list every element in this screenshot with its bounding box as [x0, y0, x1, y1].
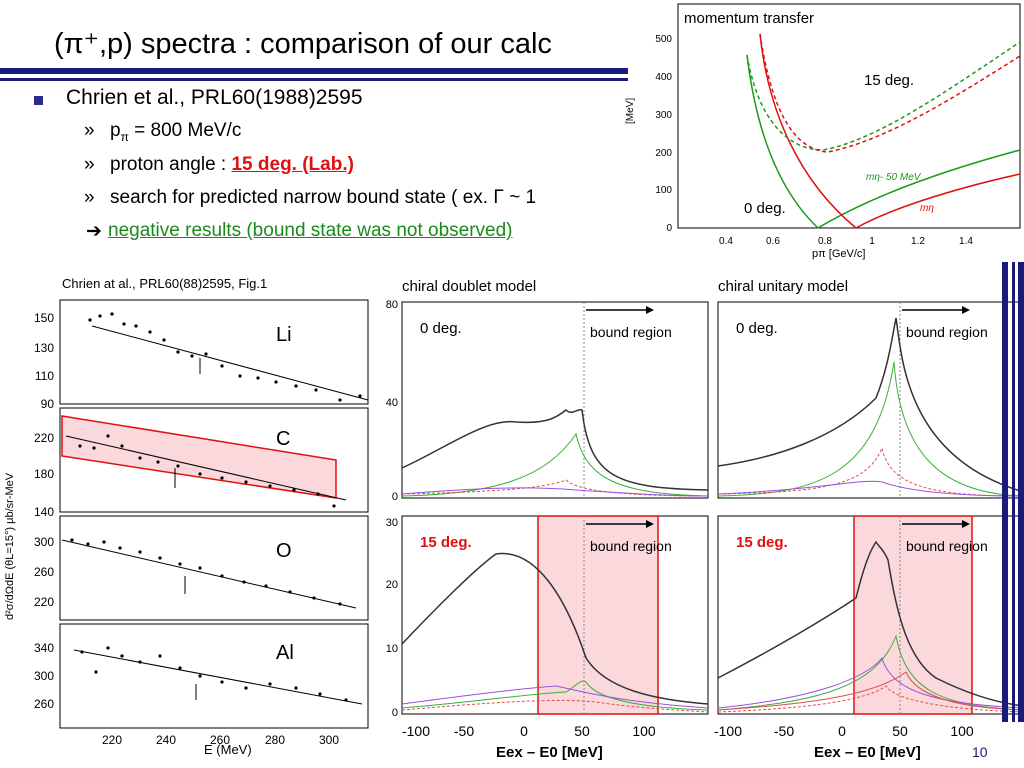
svg-text:40: 40: [386, 397, 398, 409]
exp-xlabel: E (MeV): [204, 742, 252, 757]
panel-label-o: O: [276, 540, 292, 562]
chevron-icon: »: [84, 154, 95, 175]
title-rule: [0, 68, 640, 74]
svg-text:50: 50: [574, 723, 590, 739]
label-0deg-doublet: 0 deg.: [420, 320, 462, 337]
svg-text:130: 130: [34, 341, 54, 355]
svg-text:0.4: 0.4: [719, 236, 733, 247]
svg-text:0: 0: [838, 723, 846, 739]
svg-text:300: 300: [319, 733, 339, 747]
xlabel-unitary: Eex – E0 [MeV]: [814, 744, 921, 761]
title-rule-thin: [0, 78, 640, 81]
svg-text:220: 220: [34, 431, 54, 445]
page-number: 10: [972, 744, 988, 760]
chevron-icon: »: [84, 120, 95, 141]
bullet-sub-search: search for predicted narrow bound state …: [110, 187, 537, 208]
slide-title: (π⁺,p) spectra : comparison of our calc: [54, 28, 552, 60]
inset-title: momentum transfer: [684, 10, 815, 27]
svg-text:10: 10: [386, 643, 398, 655]
svg-text:90: 90: [41, 397, 55, 411]
svg-text:220: 220: [102, 733, 122, 747]
xlabel-doublet: Eex – E0 [MeV]: [496, 744, 603, 761]
negative-results-link[interactable]: negative results (bound state was not ob…: [108, 220, 513, 241]
momentum-transfer-chart: 500 400 300 200 100 0 0.4 0.6 0.8 1 1.2 …: [655, 3, 1021, 247]
svg-text:100: 100: [632, 723, 656, 739]
svg-text:0: 0: [520, 723, 528, 739]
svg-text:150: 150: [34, 311, 54, 325]
svg-text:200: 200: [655, 148, 672, 159]
header-chiral-doublet: chiral doublet model: [402, 278, 537, 295]
experimental-spectra-chart: 150 130 110 90 220 180 140 300 260 220 3…: [34, 299, 369, 747]
svg-text:80: 80: [386, 299, 398, 311]
svg-text:340: 340: [34, 641, 54, 655]
svg-text:-100: -100: [402, 723, 430, 739]
header-chiral-unitary: chiral unitary model: [718, 278, 849, 295]
label-15deg-doublet: 15 deg.: [420, 534, 472, 551]
figure-caption: Chrien at al., PRL60(88)2595, Fig.1: [62, 276, 268, 291]
inset-xlabel: pπ [GeV/c]: [812, 248, 866, 260]
svg-text:30: 30: [386, 517, 398, 529]
svg-text:0: 0: [392, 707, 398, 719]
svg-text:280: 280: [265, 733, 285, 747]
bullet-icon: [34, 96, 43, 105]
svg-text:-50: -50: [454, 723, 474, 739]
inset-mass-label-red: mη: [920, 203, 934, 214]
label-15deg-unitary: 15 deg.: [736, 534, 788, 551]
svg-text:-100: -100: [714, 723, 742, 739]
inset-label-0deg: 0 deg.: [744, 200, 786, 217]
svg-text:0.6: 0.6: [766, 236, 780, 247]
panel-label-li: Li: [276, 324, 292, 346]
svg-text:260: 260: [34, 565, 54, 579]
svg-text:1: 1: [869, 236, 875, 247]
svg-text:180: 180: [34, 467, 54, 481]
bullet-sub-angle: proton angle : 15 deg. (Lab.): [110, 154, 354, 175]
svg-text:140: 140: [34, 505, 54, 519]
decorative-bars: [1002, 262, 1024, 722]
bound-region-label: bound region: [590, 538, 672, 554]
chevron-icon: »: [84, 187, 95, 208]
inset-label-15deg: 15 deg.: [864, 72, 915, 89]
svg-text:100: 100: [950, 723, 974, 739]
svg-text:0: 0: [392, 491, 398, 503]
svg-text:260: 260: [210, 733, 230, 747]
inset-ylabel: [MeV]: [625, 97, 636, 124]
svg-text:300: 300: [34, 669, 54, 683]
svg-text:1.4: 1.4: [959, 236, 973, 247]
svg-text:20: 20: [386, 579, 398, 591]
svg-text:1.2: 1.2: [911, 236, 925, 247]
bound-region-label: bound region: [906, 538, 988, 554]
svg-text:300: 300: [34, 535, 54, 549]
label-0deg-unitary: 0 deg.: [736, 320, 778, 337]
arrow-right-icon: ➔: [86, 221, 102, 242]
exp-ylabel: d²σ/dΩdE (θL=15°) μb/sr-MeV: [4, 472, 16, 620]
bound-region-label: bound region: [906, 324, 988, 340]
model-spectra-chart: 80 40 0 30 20 10 0 -100 -50 0 50 100 -10…: [386, 299, 1024, 739]
svg-text:-50: -50: [774, 723, 794, 739]
svg-text:300: 300: [655, 110, 672, 121]
svg-text:0: 0: [666, 223, 672, 234]
bullet-sub-momentum: pπ = 800 MeV/c: [110, 120, 242, 144]
svg-text:400: 400: [655, 72, 672, 83]
inset-mass-label-green: mη- 50 MeV: [866, 172, 921, 183]
svg-text:240: 240: [156, 733, 176, 747]
svg-text:500: 500: [655, 34, 672, 45]
svg-text:110: 110: [35, 369, 54, 383]
panel-label-al: Al: [276, 642, 294, 664]
svg-text:100: 100: [655, 185, 672, 196]
svg-text:0.8: 0.8: [818, 236, 832, 247]
svg-text:260: 260: [34, 697, 54, 711]
panel-label-c: C: [276, 428, 291, 450]
bullet-main: Chrien et al., PRL60(1988)2595: [66, 86, 363, 109]
svg-text:50: 50: [892, 723, 908, 739]
svg-text:220: 220: [34, 595, 54, 609]
bound-region-label: bound region: [590, 324, 672, 340]
